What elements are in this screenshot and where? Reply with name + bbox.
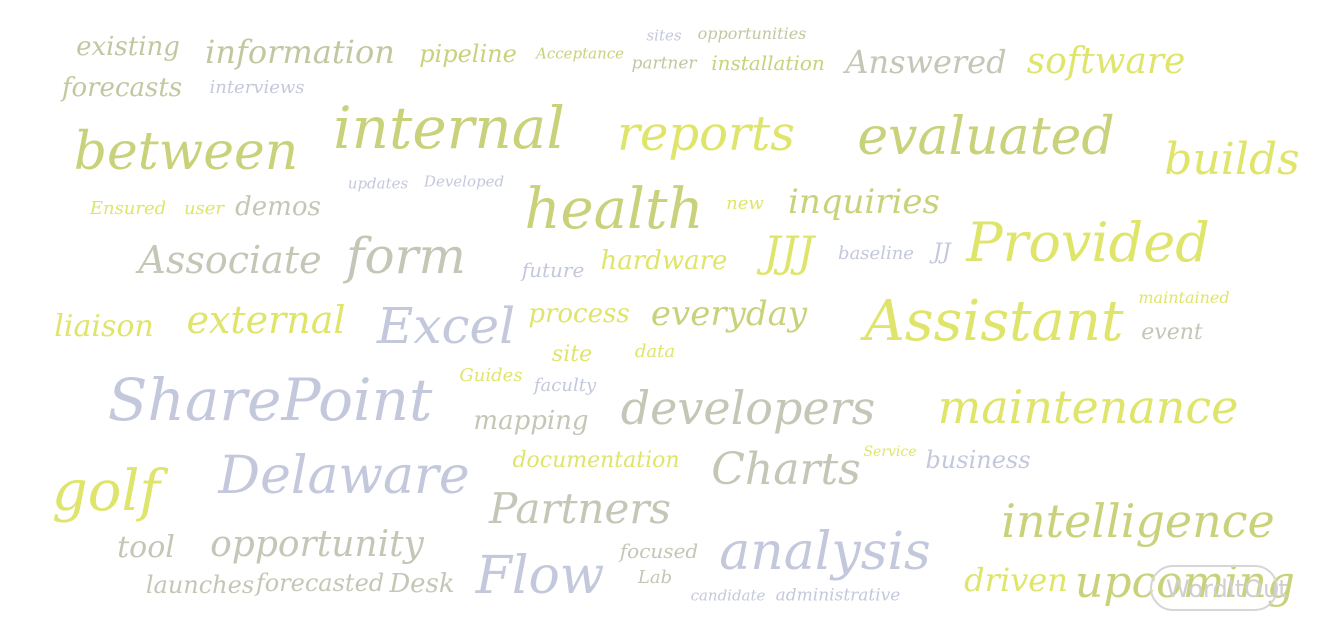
cloud-word: future: [521, 258, 585, 282]
cloud-word: builds: [1164, 134, 1300, 185]
cloud-word: opportunities: [697, 24, 807, 43]
cloud-word: Desk: [389, 569, 455, 599]
cloud-word: tool: [117, 530, 175, 565]
cloud-word: analysis: [719, 522, 931, 582]
cloud-word: JJ: [933, 240, 951, 265]
cloud-word: business: [925, 446, 1031, 474]
cloud-word: Service: [863, 444, 917, 460]
cloud-word: event: [1141, 320, 1203, 345]
cloud-word: between: [73, 122, 299, 182]
cloud-word: launches: [145, 571, 255, 599]
cloud-word: administrative: [775, 585, 901, 606]
cloud-word: sites: [646, 26, 682, 45]
cloud-word: forecasted: [255, 569, 385, 597]
cloud-word: driven: [964, 561, 1068, 599]
cloud-word: Assistant: [864, 289, 1124, 354]
cloud-word: focused: [619, 539, 699, 563]
cloud-word: mapping: [473, 406, 589, 436]
cloud-word: Charts: [711, 444, 861, 495]
cloud-word: developers: [620, 381, 876, 435]
cloud-word: Acceptance: [535, 44, 625, 63]
cloud-word: Guides: [459, 365, 523, 386]
cloud-word: partner: [631, 53, 697, 74]
cloud-word: existing: [76, 32, 180, 62]
cloud-word: intelligence: [1001, 494, 1275, 548]
cloud-word: Developed: [423, 172, 505, 191]
cloud-word: interviews: [209, 77, 305, 98]
cloud-word: pipeline: [419, 40, 517, 68]
cloud-word: Flow: [475, 546, 605, 606]
cloud-word: form: [346, 227, 466, 285]
cloud-word: site: [551, 342, 593, 367]
logo-text: WordItOut: [1166, 575, 1288, 603]
cloud-word: maintenance: [937, 380, 1239, 434]
cloud-word: maintained: [1138, 288, 1230, 307]
cloud-word: demos: [235, 192, 321, 222]
cloud-word: health: [524, 177, 704, 242]
cloud-word: everyday: [650, 294, 808, 334]
cloud-word: golf: [51, 459, 161, 524]
worditout-logo[interactable]: WordItOut: [1150, 565, 1288, 611]
cloud-word: liaison: [54, 309, 154, 344]
cloud-word: evaluated: [857, 107, 1115, 167]
cloud-word: baseline: [838, 243, 914, 264]
cloud-word: JJJ: [763, 227, 815, 276]
cloud-word: opportunity: [210, 524, 424, 565]
cloud-word: SharePoint: [107, 366, 433, 434]
cloud-word: Excel: [376, 297, 516, 355]
cloud-word: external: [186, 298, 346, 342]
cloud-word: Partners: [489, 484, 671, 533]
cloud-word: Associate: [138, 238, 322, 282]
cloud-word: faculty: [533, 375, 597, 396]
cloud-word: inquiries: [787, 182, 941, 222]
cloud-word: internal: [333, 94, 565, 162]
cloud-word: Provided: [966, 211, 1210, 274]
cloud-word: information: [205, 33, 395, 71]
cloud-word: hardware: [600, 246, 728, 276]
cloud-word: candidate: [690, 586, 766, 605]
cloud-word: software: [1026, 41, 1186, 82]
cloud-word: new: [726, 193, 764, 214]
cloud-word: documentation: [512, 448, 680, 473]
cloud-word: Lab: [637, 567, 673, 588]
cloud-word: installation: [711, 51, 825, 75]
cloud-word: process: [528, 299, 630, 329]
cloud-word: Answered: [845, 43, 1007, 81]
cloud-word: Ensured: [89, 198, 167, 219]
cloud-word: forecasts: [61, 73, 183, 103]
cloud-word: user: [183, 198, 225, 219]
cloud-word: updates: [347, 174, 409, 193]
cloud-word: Delaware: [218, 446, 470, 506]
cloud-word: reports: [617, 106, 795, 162]
cloud-word: data: [634, 341, 676, 362]
